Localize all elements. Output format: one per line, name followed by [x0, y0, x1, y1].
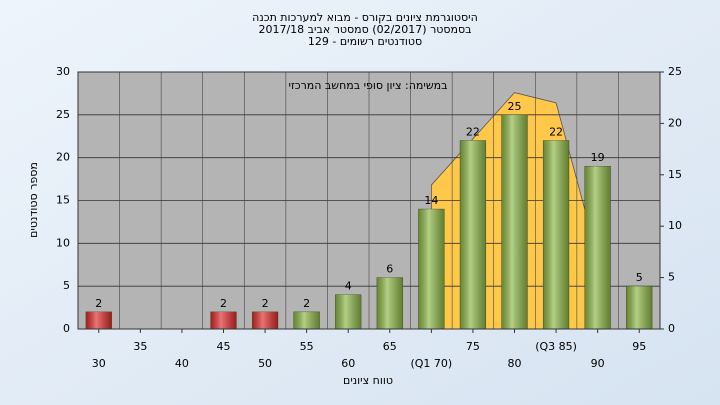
- x-tick-label: 40: [175, 357, 189, 370]
- data-label: 25: [508, 100, 522, 113]
- bar-shine: [335, 294, 362, 329]
- x-tick-label: 55: [300, 340, 314, 353]
- bar-shine: [293, 311, 320, 329]
- data-label: 2: [262, 297, 269, 310]
- y2-tick-label: 10: [668, 219, 682, 232]
- bar-shine: [210, 311, 237, 329]
- x-tick-label: 65: [383, 340, 397, 353]
- y-axis-label: מספר סטודנטים: [27, 162, 40, 238]
- data-label: 2: [220, 297, 227, 310]
- x-tick-label: 45: [217, 340, 231, 353]
- data-label: 4: [345, 280, 352, 293]
- bar-shine: [376, 277, 403, 329]
- y-tick-label: 10: [56, 236, 70, 249]
- bar-shine: [626, 286, 653, 329]
- chart-subtitle: סטודנטים רשומים - 129: [308, 35, 422, 48]
- y-tick-label: 0: [63, 322, 70, 335]
- y-tick-label: 5: [63, 279, 70, 292]
- x-tick-label: 95: [632, 340, 646, 353]
- y2-tick-label: 5: [668, 271, 675, 284]
- bar-shine: [543, 140, 569, 329]
- y2-tick-label: 15: [668, 168, 682, 181]
- x-tick-label: 50: [258, 357, 272, 370]
- y-tick-label: 15: [56, 194, 70, 207]
- data-label: 6: [386, 263, 393, 276]
- chart-title: היסטוגרמת ציונים בקורס - מבוא למערכות תכ…: [252, 11, 478, 24]
- x-tick-label: 90: [591, 357, 605, 370]
- data-label: 14: [424, 194, 438, 207]
- x-tick-label: 80: [508, 357, 522, 370]
- x-axis-label: טווח ציונים: [343, 374, 393, 387]
- y-tick-label: 30: [56, 65, 70, 78]
- data-label: 19: [591, 151, 605, 164]
- plot-border: [77, 71, 661, 330]
- data-label: 22: [466, 126, 480, 139]
- x-tick-label: 35: [133, 340, 147, 353]
- chart-subtitle: בסמסטר (02/2017) סמסטר אביב 2017/18: [258, 23, 471, 36]
- data-label: 22: [549, 126, 563, 139]
- x-tick-label: (Q1 70): [410, 357, 452, 370]
- data-label: 2: [95, 297, 102, 310]
- x-tick-label: 60: [341, 357, 355, 370]
- bar-shine: [584, 166, 611, 329]
- bar-shine: [85, 311, 112, 329]
- data-label: 2: [303, 297, 310, 310]
- y-tick-label: 20: [56, 151, 70, 164]
- x-tick-label: (Q3 85): [535, 340, 577, 353]
- annotation: במשימה: ציון סופי במחשב המרכזי: [288, 79, 447, 92]
- y-tick-label: 25: [56, 108, 70, 121]
- bar-shine: [501, 114, 528, 329]
- bar-shine: [252, 311, 278, 329]
- bar-shine: [418, 209, 445, 329]
- y2-tick-label: 0: [668, 322, 675, 335]
- x-tick-label: 75: [466, 340, 480, 353]
- y2-tick-label: 20: [668, 116, 682, 129]
- x-tick-label: 30: [92, 357, 106, 370]
- bar-shine: [460, 140, 486, 329]
- data-label: 5: [636, 271, 643, 284]
- y2-tick-label: 25: [668, 65, 682, 78]
